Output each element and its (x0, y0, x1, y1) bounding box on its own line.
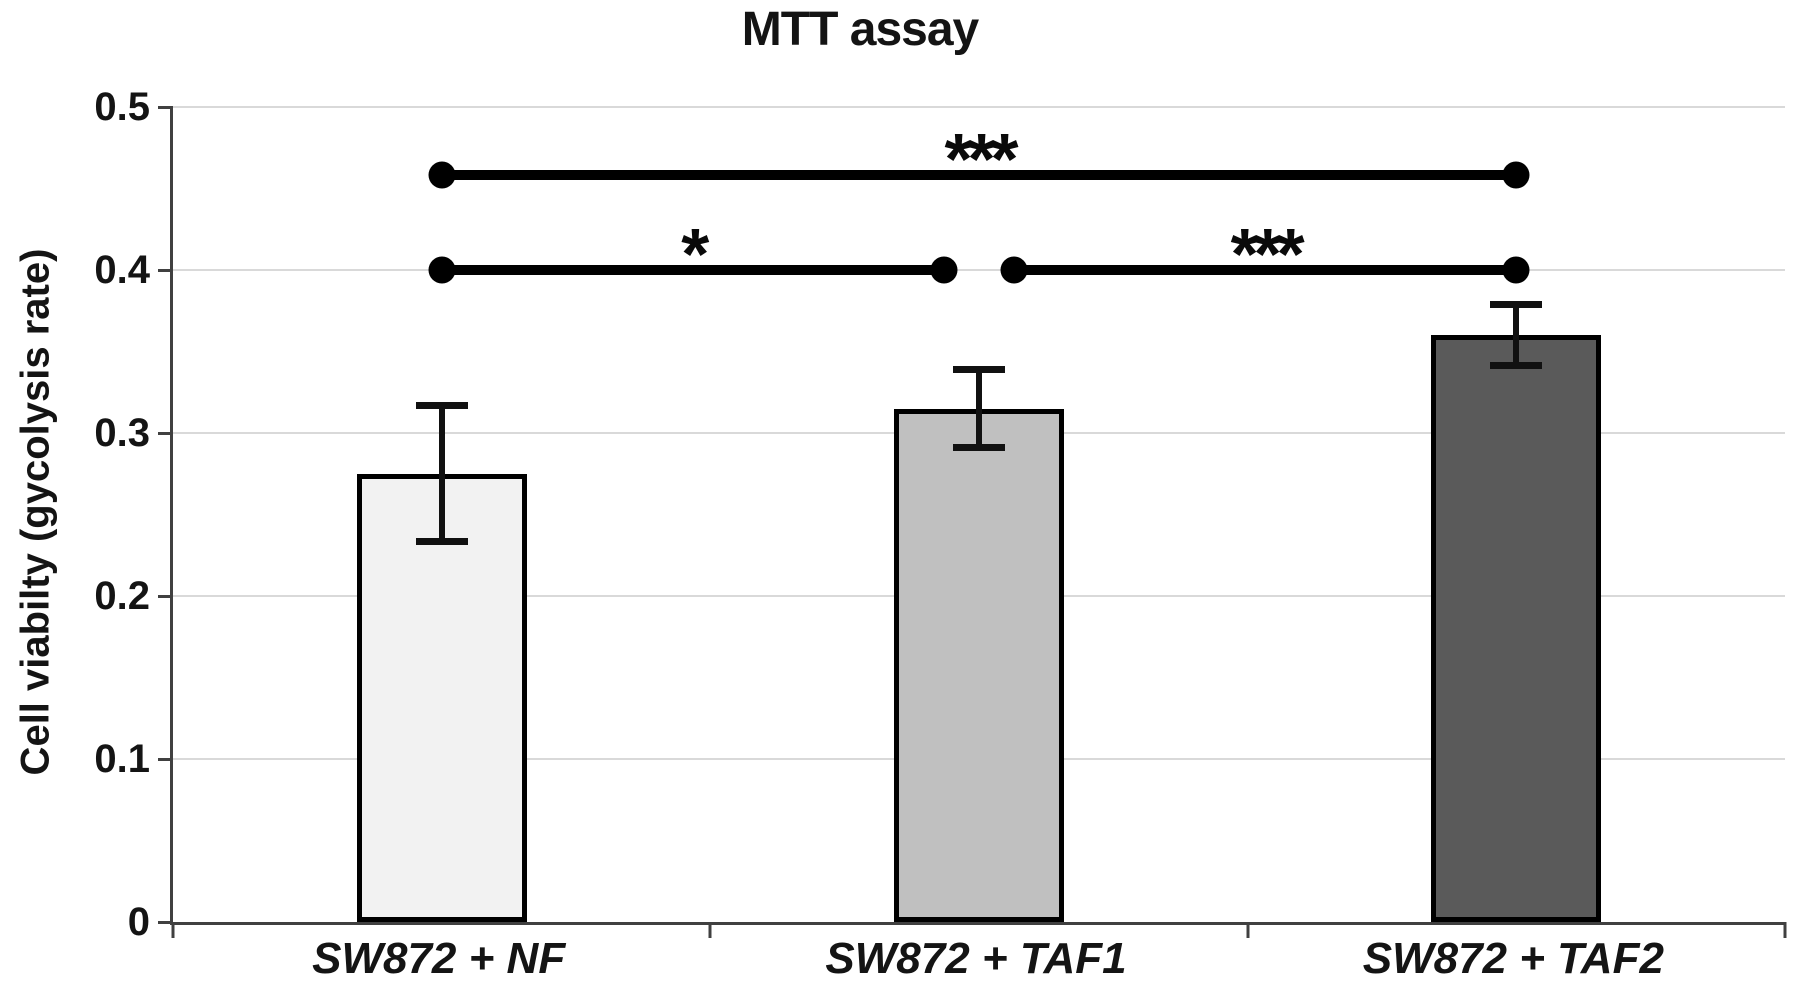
significance-endpoint-dot (1000, 256, 1028, 284)
y-tick-label: 0.3 (94, 411, 150, 455)
y-tick: 0 (128, 902, 173, 942)
x-tick-mark (1246, 922, 1250, 938)
significance-line-nf-taf2: *** (428, 124, 1530, 196)
significance-endpoint-dot (930, 256, 958, 284)
significance-stars: * (681, 215, 709, 295)
errorbar-cap-bottom (415, 538, 468, 546)
x-tick-mark (171, 922, 175, 938)
y-tick-label: 0 (127, 900, 150, 944)
y-gridline (173, 106, 1785, 108)
errorbar-cap-bottom (1490, 362, 1543, 370)
errorbar-sw872-taf2 (1490, 301, 1543, 370)
errorbar-stem (1513, 304, 1520, 367)
significance-endpoint-dot (1502, 256, 1530, 284)
bar-sw872-taf1 (894, 408, 1064, 922)
significance-line-taf1-taf2: *** (1000, 219, 1530, 291)
y-axis-label: Cell viabilty (gycolysis rate) (13, 248, 58, 776)
significance-endpoint-dot (428, 161, 456, 189)
significance-line-nf-taf1: * (428, 219, 958, 291)
x-label-sw872-taf2: SW872 + TAF2 (1362, 934, 1664, 983)
y-tick-label: 0.4 (94, 248, 150, 292)
y-tick-label: 0.5 (94, 85, 150, 129)
significance-stars: *** (1230, 215, 1305, 295)
x-tick-mark (1783, 922, 1787, 938)
y-tick-mark (158, 105, 173, 109)
y-tick: 0.2 (94, 576, 173, 616)
plot-area: 0 0.1 0.2 0.3 0.4 0.5 (94, 87, 1787, 942)
errorbar-sw872-taf1 (953, 366, 1005, 451)
x-tick-mark (708, 922, 712, 938)
chart-title: MTT assay (741, 3, 979, 56)
x-label-sw872-taf1: SW872 + TAF1 (825, 934, 1127, 983)
y-tick: 0.3 (94, 413, 173, 453)
y-tick-mark (158, 757, 173, 761)
errorbar-sw872-nf (415, 402, 468, 546)
y-tick-mark (158, 920, 173, 924)
bar-sw872-taf2 (1431, 335, 1602, 922)
errorbar-stem (976, 369, 982, 448)
y-tick: 0.4 (94, 250, 173, 290)
x-axis-labels: SW872 + NF SW872 + TAF1 SW872 + TAF2 (170, 934, 1782, 988)
errorbar-cap-bottom (953, 443, 1005, 451)
errorbar-stem (438, 405, 445, 543)
y-tick-mark (158, 268, 173, 272)
y-tick-mark (158, 594, 173, 598)
y-tick-label: 0.2 (94, 574, 150, 618)
significance-endpoint-dot (1502, 161, 1530, 189)
y-tick-label: 0.1 (94, 737, 150, 781)
y-tick-mark (158, 431, 173, 435)
y-gridline (173, 269, 1785, 271)
significance-stars: *** (944, 120, 1018, 201)
significance-endpoint-dot (428, 256, 456, 284)
y-tick: 0.5 (94, 87, 173, 127)
x-label-sw872-nf: SW872 + NF (312, 934, 566, 983)
y-tick: 0.1 (94, 739, 173, 779)
